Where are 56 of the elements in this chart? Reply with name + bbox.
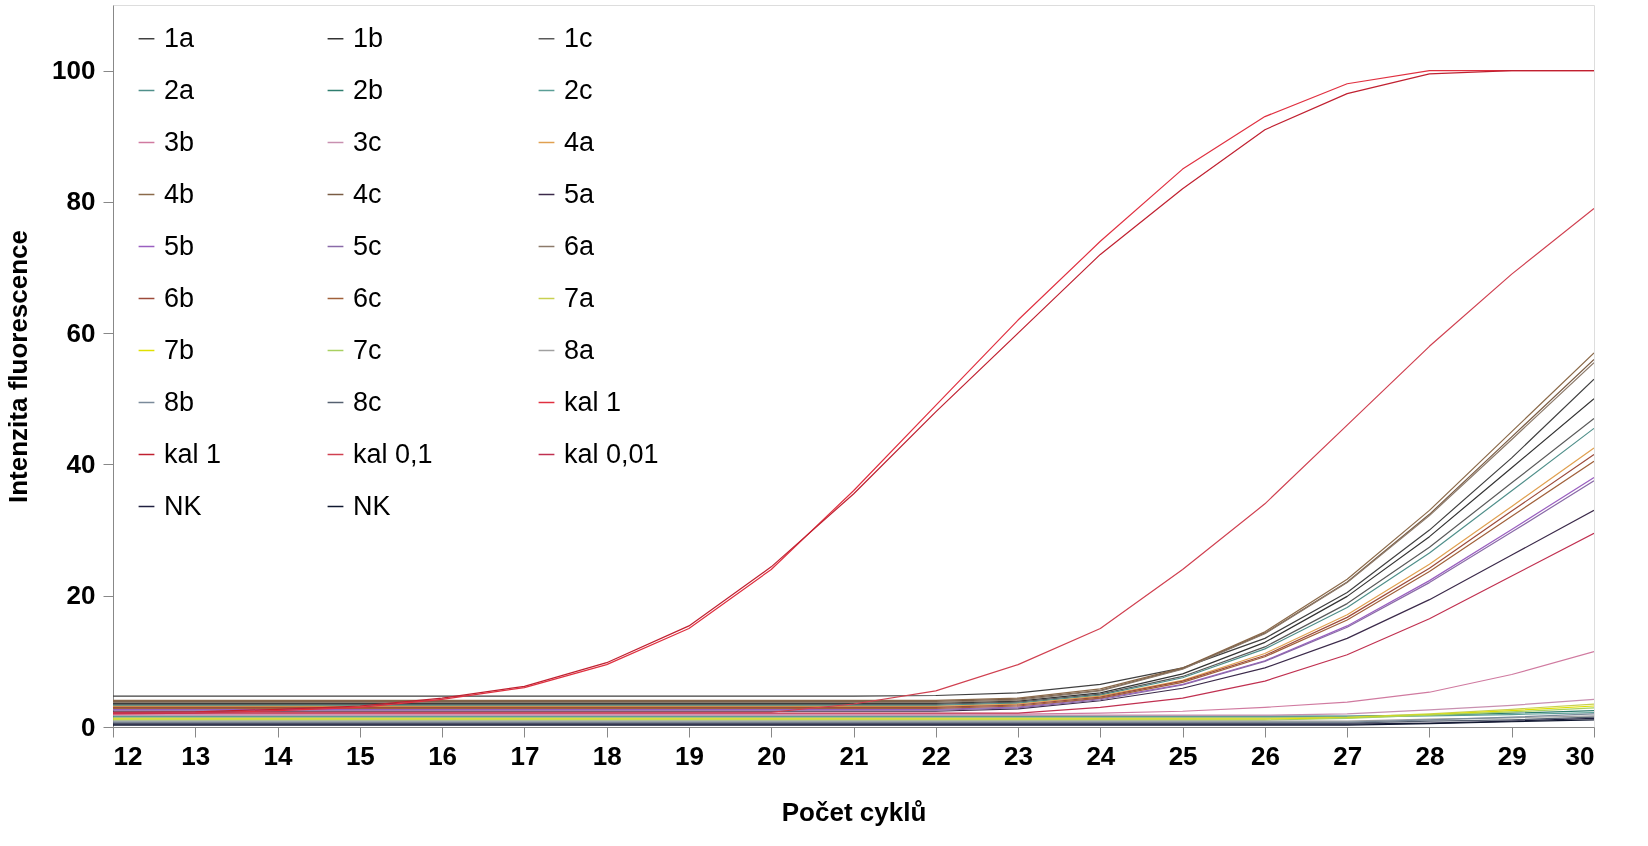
- x-tick-label: 15: [345, 740, 375, 771]
- legend-label: 1a: [164, 22, 196, 53]
- x-tick-label: 17: [510, 740, 540, 771]
- legend-label: 7c: [353, 334, 382, 365]
- legend-label: 4c: [353, 178, 382, 209]
- x-tick-label: 13: [181, 740, 211, 771]
- legend-label: NK: [164, 490, 202, 521]
- y-tick-label: 40: [66, 448, 96, 479]
- legend-label: kal 0,1: [353, 438, 433, 469]
- legend-label: NK: [353, 490, 391, 521]
- y-tick-label: 0: [81, 711, 96, 742]
- legend-label: kal 0,01: [564, 438, 659, 469]
- legend-label: 6c: [353, 282, 382, 313]
- y-tick-label: 60: [66, 317, 96, 348]
- x-tick-label: 30: [1565, 740, 1595, 771]
- x-tick-label: 25: [1168, 740, 1198, 771]
- legend-label: 2b: [353, 74, 384, 105]
- legend-label: 4b: [164, 178, 195, 209]
- legend-label: 2c: [564, 74, 593, 105]
- legend-label: kal 1: [164, 438, 222, 469]
- x-tick-label: 27: [1333, 740, 1363, 771]
- x-tick-label: 20: [757, 740, 787, 771]
- x-tick-label: 22: [921, 740, 951, 771]
- x-tick-label: 26: [1250, 740, 1280, 771]
- legend-label: 3c: [353, 126, 382, 157]
- x-tick-label: 18: [592, 740, 622, 771]
- x-tick-label: 28: [1415, 740, 1445, 771]
- legend-label: 8b: [164, 386, 195, 417]
- legend-label: 6a: [564, 230, 596, 261]
- legend-label: 1c: [564, 22, 593, 53]
- legend-label: 3b: [164, 126, 195, 157]
- x-tick-label: 14: [263, 740, 294, 771]
- y-axis-title: Intenzita fluorescence: [3, 229, 34, 504]
- y-tick-label: 80: [66, 186, 96, 217]
- legend-label: 7a: [564, 282, 596, 313]
- legend-label: 5c: [353, 230, 382, 261]
- legend-label: 8a: [564, 334, 596, 365]
- x-tick-label: 24: [1086, 740, 1116, 771]
- legend-label: kal 1: [564, 386, 622, 417]
- legend-label: 7b: [164, 334, 195, 365]
- x-axis-title: Počet cyklů: [781, 796, 927, 827]
- legend-label: 1b: [353, 22, 384, 53]
- legend-label: 4a: [564, 126, 596, 157]
- x-tick-label: 23: [1004, 740, 1034, 771]
- y-tick-label: 20: [66, 580, 96, 611]
- y-tick-label: 100: [52, 55, 96, 86]
- x-tick-label: 16: [428, 740, 458, 771]
- x-tick-label: 29: [1497, 740, 1527, 771]
- x-tick-label: 21: [839, 740, 869, 771]
- x-tick-label: 19: [674, 740, 704, 771]
- legend-label: 8c: [353, 386, 382, 417]
- legend-label: 5a: [564, 178, 596, 209]
- x-tick-label: 12: [113, 740, 143, 771]
- legend-label: 6b: [164, 282, 195, 313]
- legend-label: 2a: [164, 74, 196, 105]
- legend-label: 5b: [164, 230, 195, 261]
